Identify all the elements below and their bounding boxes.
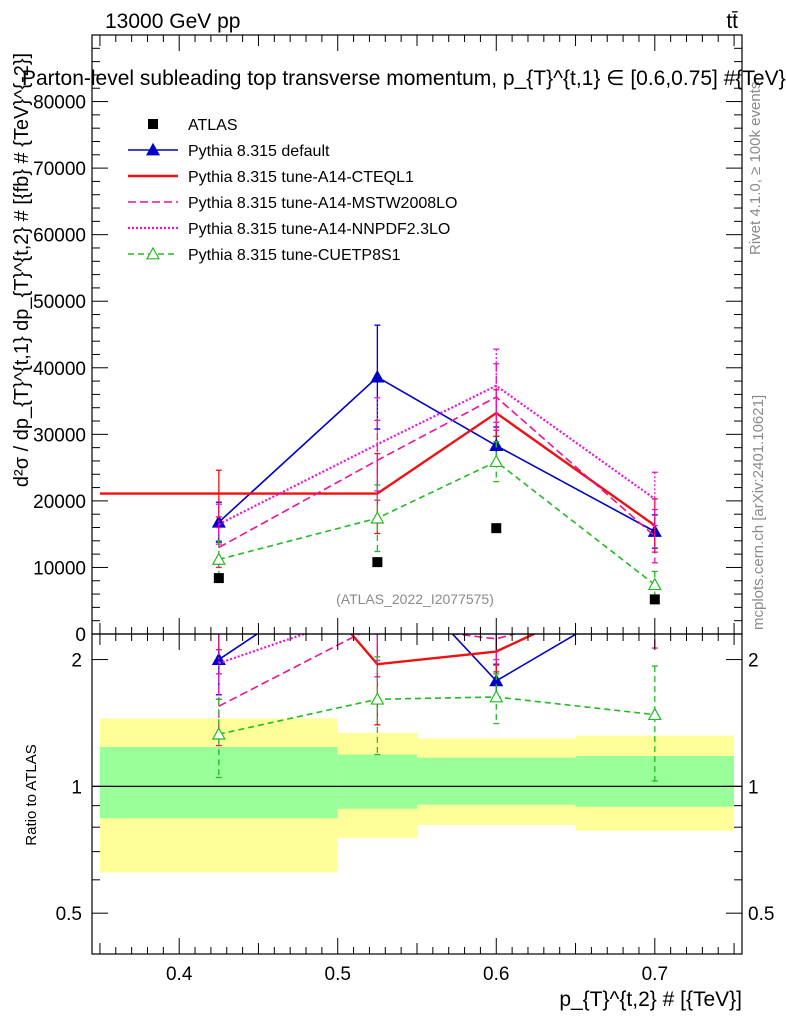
analysis-watermark: (ATLAS_2022_I2077575) [336, 591, 494, 607]
atlas-data-point [372, 557, 383, 568]
legend-marker-default [145, 142, 161, 156]
x-tick-label: 0.6 [483, 964, 509, 985]
axes-ticks: 0 10000 20000 30000 40000 50000 60000 70000 8000… [33, 34, 774, 985]
atlas-data-point [213, 573, 224, 584]
ratio-y-tick-label: 0.5 [56, 904, 82, 925]
rivet-version-label: Rivet 4.1.0, ≥ 100k events [747, 82, 764, 255]
atlas-data-point [649, 594, 660, 605]
ratio-line-cuetp [218, 696, 655, 735]
x-axis-label: p_{T}^{t,2} # [{TeV}] [559, 988, 742, 1011]
stat-uncertainty-band [417, 757, 576, 805]
y-tick-label: 40000 [33, 359, 86, 380]
main-series-nnpdf [215, 348, 658, 545]
process-label: tt̄ [726, 10, 738, 33]
legend-marker-atlas [148, 119, 158, 129]
legend-label: Pythia 8.315 default [188, 143, 330, 160]
stat-uncertainty-band [337, 754, 417, 809]
legend-label: ATLAS [188, 117, 238, 134]
ratio-series-default [211, 634, 578, 700]
atlas-data-point [491, 523, 502, 534]
y-tick-label: 0 [75, 625, 86, 646]
ratio-axis-label: Ratio to ATLAS [23, 744, 40, 845]
main-series-mstw [215, 363, 658, 569]
ratio-point [211, 726, 226, 740]
main-series-default [211, 324, 662, 549]
legend-item-atlas: ATLAS [148, 117, 238, 134]
ratio-line-default [218, 634, 578, 682]
main-series-cteq [99, 389, 658, 553]
y-tick-label: 20000 [33, 492, 86, 513]
main-panel-series [99, 324, 662, 605]
legend-item-cteq: Pythia 8.315 tune-A14-CTEQL1 [128, 169, 414, 186]
legend-item-mstw: Pythia 8.315 tune-A14-MSTW2008LO [128, 195, 457, 212]
main-series-cuetp [211, 441, 662, 599]
legend-marker-cuetp [145, 246, 161, 260]
ratio-y-tick-label-right: 2 [748, 651, 759, 672]
ratio-y-tick-label: 1 [71, 777, 82, 798]
mcplots-label: mcplots.cern.ch [arXiv:2401.10621] [750, 395, 767, 630]
energy-label: 13000 GeV pp [105, 10, 240, 33]
ratio-point [370, 692, 385, 705]
ratio-y-tick-label-right: 0.5 [748, 904, 774, 925]
main-point [370, 510, 385, 524]
legend: ATLAS Pythia 8.315 default Pythia 8.315 tu… [128, 117, 457, 264]
legend-item-nnpdf: Pythia 8.315 tune-A14-NNPDF2.3LO [128, 221, 450, 238]
legend-label: Pythia 8.315 tune-A14-MSTW2008LO [188, 195, 457, 212]
main-point [647, 577, 662, 591]
legend-label: Pythia 8.315 tune-A14-CTEQL1 [188, 169, 414, 186]
y-tick-label: 60000 [33, 226, 86, 247]
plot-title: Parton-level subleading top transverse m… [22, 67, 786, 90]
main-point [370, 369, 385, 383]
y-tick-label: 50000 [33, 292, 86, 313]
y-axis-label: d²σ / dp_{T}^{t,1} dp_{T}^{t,2} # [{fb} … [11, 53, 33, 487]
y-tick-label: 10000 [33, 558, 86, 579]
y-tick-label: 30000 [33, 425, 86, 446]
main-line-nnpdf [218, 384, 656, 526]
x-tick-label: 0.4 [166, 964, 193, 985]
ratio-y-tick-label: 2 [71, 651, 82, 672]
y-tick-label: 70000 [33, 159, 86, 180]
main-line-cuetp [218, 460, 656, 586]
main-line-mstw [218, 396, 656, 549]
main-line-default [218, 376, 656, 533]
ratio-series-cuetp [211, 656, 662, 782]
ratio-line-mstw [218, 634, 518, 707]
ratio-point [647, 707, 662, 721]
legend-label: Pythia 8.315 tune-CUETP8S1 [188, 247, 401, 264]
main-point [211, 552, 226, 565]
x-tick-label: 0.7 [642, 964, 668, 985]
ratio-line-cteq [349, 634, 537, 666]
ratio-series-mstw [215, 634, 658, 747]
ratio-y-tick-label-right: 1 [748, 777, 759, 798]
x-tick-label: 0.5 [325, 964, 351, 985]
legend-item-default: Pythia 8.315 default [128, 142, 330, 160]
ratio-uncertainty-bands [92, 718, 742, 873]
stat-uncertainty-band [99, 747, 338, 819]
y-tick-label: 80000 [33, 93, 86, 114]
legend-item-cuetp: Pythia 8.315 tune-CUETP8S1 [128, 246, 401, 264]
ratio-point [489, 689, 504, 703]
legend-label: Pythia 8.315 tune-A14-NNPDF2.3LO [188, 221, 450, 238]
main-point [489, 454, 504, 468]
